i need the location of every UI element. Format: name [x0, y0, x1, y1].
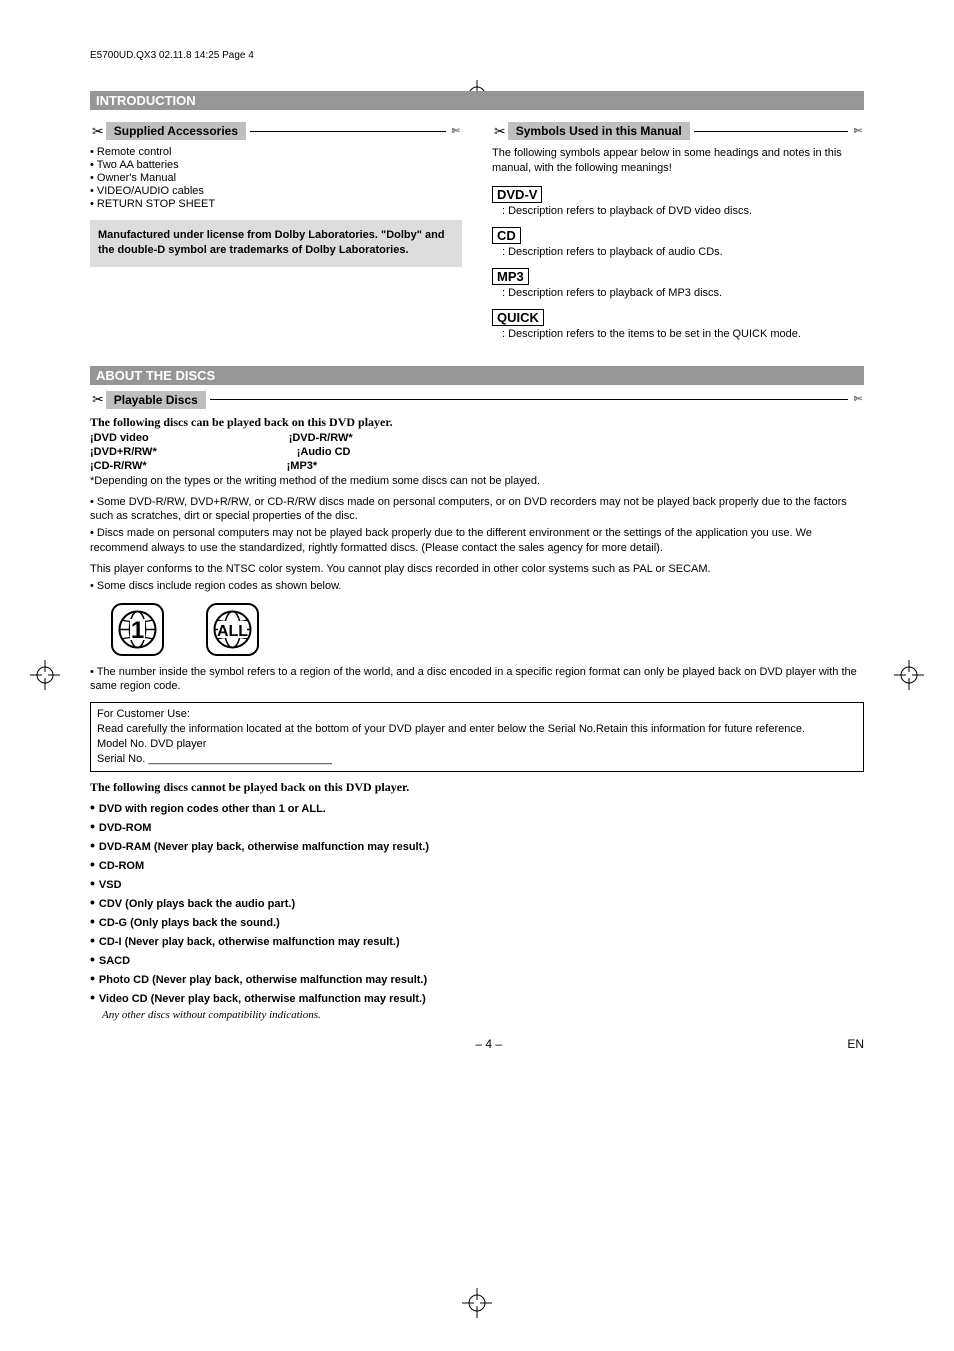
- cannot-list: DVD with region codes other than 1 or AL…: [90, 799, 864, 1005]
- scissors-icon: ✂: [494, 123, 506, 140]
- symbols-intro: The following symbols appear below in so…: [492, 146, 864, 176]
- rule-line: [250, 131, 446, 132]
- tag-mp3: MP3: [492, 268, 529, 285]
- customer-model: Model No. DVD player: [97, 737, 857, 752]
- region-1-icon: 1: [110, 602, 165, 657]
- playable-intro: The following discs can be played back o…: [90, 415, 864, 430]
- customer-box: For Customer Use: Read carefully the inf…: [90, 702, 864, 771]
- disc-type: ¡MP3*: [287, 460, 318, 472]
- list-item: • VIDEO/AUDIO cables: [90, 185, 462, 197]
- section-introduction: INTRODUCTION: [90, 91, 864, 110]
- list-item: • Remote control: [90, 146, 462, 158]
- lang-code: EN: [847, 1037, 864, 1051]
- tag-desc: : Description refers to playback of DVD …: [502, 205, 864, 217]
- region-icons: 1 ALL: [110, 602, 864, 657]
- scissors-icon: ✂: [92, 123, 104, 140]
- list-item: CD-ROM: [90, 856, 864, 872]
- scissors-icon: ✂: [92, 391, 104, 408]
- tag-desc: : Description refers to playback of MP3 …: [502, 287, 864, 299]
- file-header-text: E5700UD.QX3 02.11.8 14:25 Page 4: [90, 50, 254, 61]
- list-item: DVD-RAM (Never play back, otherwise malf…: [90, 837, 864, 853]
- list-item: CD-G (Only plays back the sound.): [90, 913, 864, 929]
- list-item: Video CD (Never play back, otherwise mal…: [90, 989, 864, 1005]
- section-about-discs: ABOUT THE DISCS: [90, 366, 864, 385]
- cannot-intro: The following discs cannot be played bac…: [90, 780, 864, 795]
- disc-type: ¡DVD video: [90, 432, 149, 444]
- playable-discs-title: Playable Discs: [106, 391, 206, 409]
- list-item: • RETURN STOP SHEET: [90, 198, 462, 210]
- svg-text:1: 1: [131, 617, 144, 644]
- any-other: Any other discs without compatibility in…: [102, 1009, 864, 1021]
- customer-serial: Serial No. _____________________________…: [97, 752, 857, 767]
- supplied-accessories-title: Supplied Accessories: [106, 122, 246, 140]
- list-item: • Owner's Manual: [90, 172, 462, 184]
- disc-type: ¡CD-R/RW*: [90, 460, 147, 472]
- tag-cd: CD: [492, 227, 521, 244]
- list-item: Photo CD (Never play back, otherwise mal…: [90, 970, 864, 986]
- supplied-list: • Remote control • Two AA batteries • Ow…: [90, 146, 462, 210]
- rule-line: [210, 399, 848, 400]
- customer-title: For Customer Use:: [97, 707, 857, 722]
- list-item: DVD-ROM: [90, 818, 864, 834]
- crop-mark-bottom: [462, 1288, 492, 1321]
- list-item: • Two AA batteries: [90, 159, 462, 171]
- list-item: CD-I (Never play back, otherwise malfunc…: [90, 932, 864, 948]
- list-item: SACD: [90, 951, 864, 967]
- region-line: • Some discs include region codes as sho…: [90, 579, 864, 594]
- disc-type: ¡DVD+R/RW*: [90, 446, 157, 458]
- list-item: VSD: [90, 875, 864, 891]
- disc-type: ¡DVD-R/RW*: [289, 432, 353, 444]
- rule-line: [694, 131, 848, 132]
- disc-type: ¡Audio CD: [297, 446, 351, 458]
- page-number: – 4 –: [475, 1037, 502, 1051]
- svg-text:ALL: ALL: [217, 623, 248, 640]
- tag-quick: QUICK: [492, 309, 544, 326]
- symbols-title: Symbols Used in this Manual: [508, 122, 690, 140]
- notes-a: • Some DVD-R/RW, DVD+R/RW, or CD-R/RW di…: [90, 495, 864, 525]
- list-item: DVD with region codes other than 1 or AL…: [90, 799, 864, 815]
- list-item: CDV (Only plays back the audio part.): [90, 894, 864, 910]
- customer-body: Read carefully the information located a…: [97, 722, 857, 737]
- tag-desc: : Description refers to playback of audi…: [502, 246, 864, 258]
- ntsc-line: This player conforms to the NTSC color s…: [90, 562, 864, 577]
- arrow-end-icon: ✄: [854, 126, 862, 137]
- region-desc: • The number inside the symbol refers to…: [90, 665, 864, 695]
- depending-note: *Depending on the types or the writing m…: [90, 474, 864, 489]
- tag-dvdv: DVD-V: [492, 186, 542, 203]
- arrow-end-icon: ✄: [452, 126, 460, 137]
- region-all-icon: ALL: [205, 602, 260, 657]
- dolby-box: Manufactured under license from Dolby La…: [90, 220, 462, 267]
- arrow-end-icon: ✄: [854, 394, 862, 405]
- file-header: E5700UD.QX3 02.11.8 14:25 Page 4: [90, 50, 864, 61]
- notes-b: • Discs made on personal computers may n…: [90, 526, 864, 556]
- tag-desc: : Description refers to the items to be …: [502, 328, 864, 340]
